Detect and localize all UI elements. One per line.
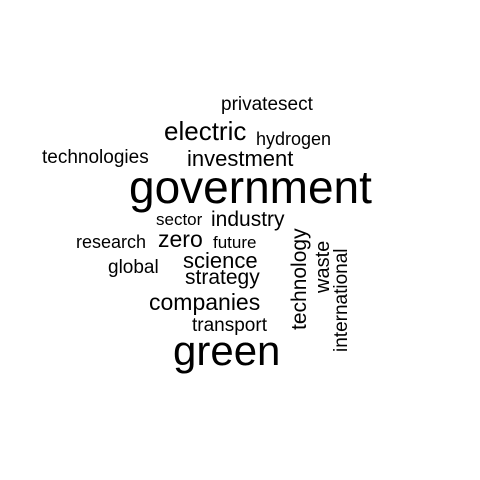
word-science: science xyxy=(183,248,258,273)
word-zero: zero xyxy=(158,226,203,252)
word-sector: sector xyxy=(156,210,203,229)
word-technologies: technologies xyxy=(42,147,149,168)
word-investment: investment xyxy=(187,146,294,171)
word-electric: electric xyxy=(164,116,247,146)
word-government: government xyxy=(129,161,372,213)
word-global: global xyxy=(108,257,159,278)
word-research: research xyxy=(76,232,147,252)
word-hydrogen: hydrogen xyxy=(256,129,332,149)
word-international: international xyxy=(331,248,352,352)
word-future: future xyxy=(213,233,257,252)
word-strategy: strategy xyxy=(185,266,260,289)
word-privatesect: privatesect xyxy=(221,94,313,115)
word-industry: industry xyxy=(211,208,285,231)
word-companies: companies xyxy=(149,289,261,315)
word-technology: technology xyxy=(288,228,311,330)
word-transport: transport xyxy=(192,315,267,336)
word-waste: waste xyxy=(312,240,334,293)
word-green: green xyxy=(173,327,281,374)
